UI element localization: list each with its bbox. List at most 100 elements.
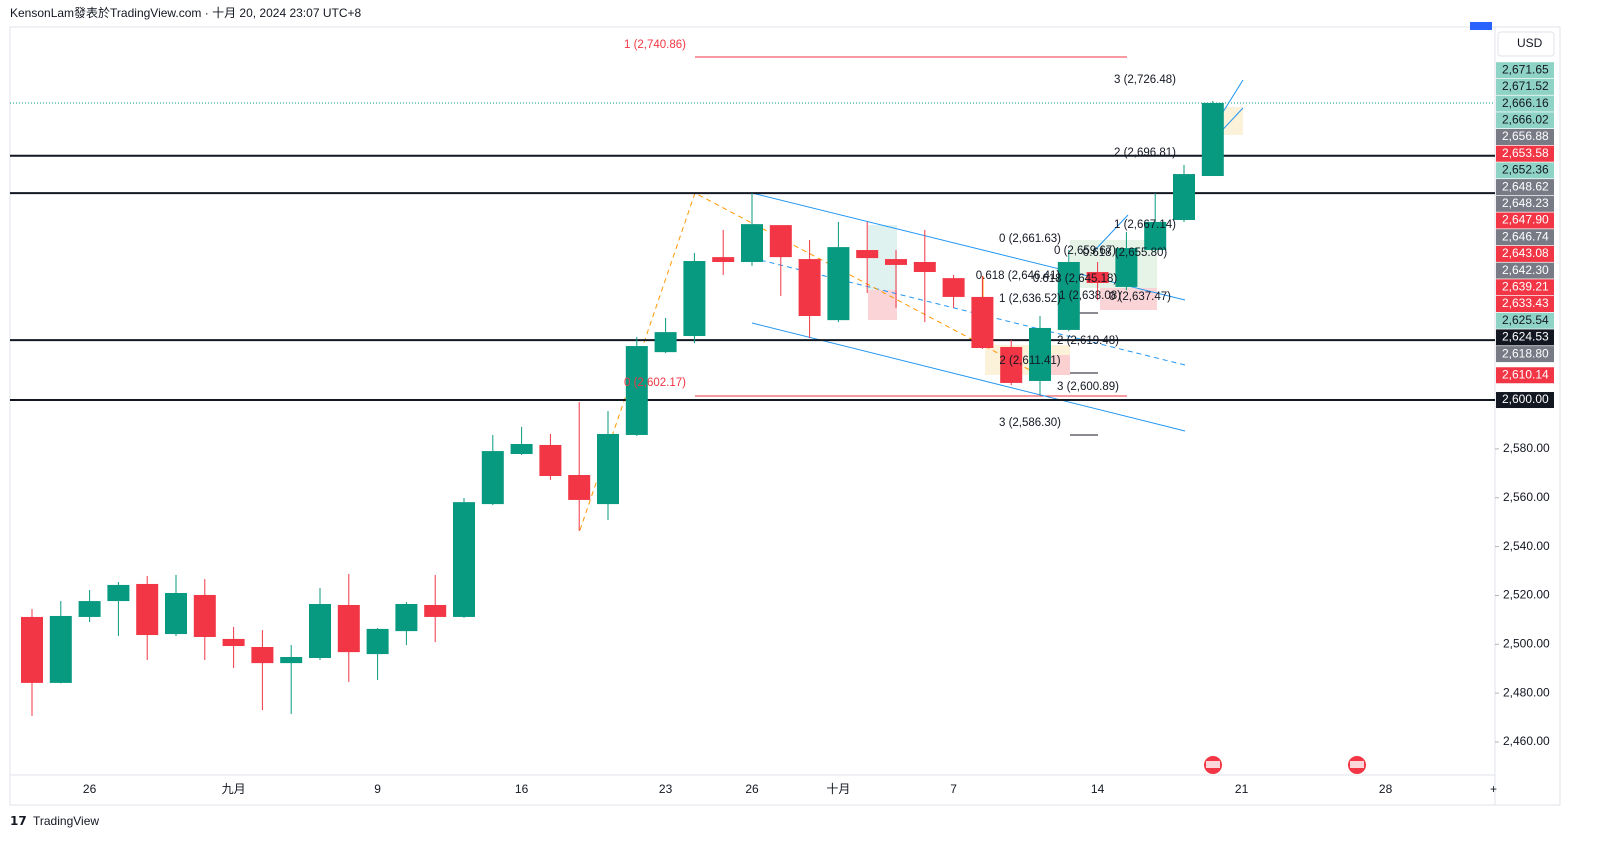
candle-body — [1201, 102, 1224, 177]
candle-body — [568, 475, 591, 500]
logo-mark: 𝟭𝟳 — [10, 814, 27, 828]
fib-label: 2 (2,696.81) — [1114, 147, 1176, 159]
x-tick-label: 21 — [1235, 782, 1249, 796]
fib-label: 0 (2,637.47) — [1109, 291, 1171, 303]
shade — [868, 290, 897, 320]
candle-body — [107, 584, 130, 602]
fib-label: 1 (2,667.14) — [1114, 219, 1176, 231]
price-tag-label: 2,666.02 — [1502, 112, 1549, 126]
candle-body — [280, 657, 303, 664]
fib-label: 3 (2,726.48) — [1114, 74, 1176, 86]
candle-body — [625, 346, 648, 435]
price-tag-label: 2,633.43 — [1502, 296, 1549, 310]
y-tick-label: 2,540.00 — [1503, 539, 1550, 553]
candle-body — [49, 615, 72, 683]
candle-body — [597, 433, 619, 505]
candle-body — [309, 604, 331, 658]
fib-label: 0 (2,661.63) — [999, 233, 1061, 245]
fib-label: 3 (2,600.89) — [1057, 381, 1119, 393]
candle-body — [1115, 248, 1138, 287]
fib-label: 0.618 (2,646.41) — [976, 270, 1061, 282]
candle-body — [885, 259, 907, 265]
price-tag — [1496, 279, 1554, 296]
price-tag-label: 2,671.65 — [1502, 62, 1549, 76]
fib-label: 0 (2,659.67) — [1054, 245, 1116, 257]
price-tag — [1496, 179, 1554, 196]
price-tag — [1496, 312, 1554, 329]
price-tag — [1496, 145, 1554, 162]
price-tag-label: 2,646.74 — [1502, 229, 1549, 243]
y-tick-label: 2,560.00 — [1503, 490, 1550, 504]
fib-label: 2 (2,619.48) — [1057, 335, 1119, 347]
fib-label: 1 (2,740.86) — [624, 39, 686, 51]
price-tag — [1496, 329, 1554, 346]
candle-body — [1029, 327, 1051, 381]
price-tag-label: 2,648.62 — [1502, 179, 1549, 193]
candle-body — [942, 278, 965, 297]
candle-body — [1000, 347, 1023, 383]
fib-label: 1 (2,638.08) — [1059, 290, 1121, 302]
zigzag — [579, 192, 1046, 531]
candle-body — [683, 261, 706, 337]
candle-body — [769, 225, 792, 258]
x-tick-label: 26 — [745, 782, 759, 796]
shade — [1100, 288, 1157, 310]
fib-label: 1 (2,636.52) — [999, 293, 1061, 305]
candle-body — [913, 262, 936, 273]
price-tag — [1496, 245, 1554, 262]
drawings — [579, 56, 1366, 774]
channel-line — [751, 257, 1186, 366]
x-tick-label: 十月 — [826, 782, 850, 796]
candle-body — [193, 594, 216, 637]
shade — [1045, 355, 1070, 375]
price-tag — [1496, 212, 1554, 229]
price-tag-label: 2,618.80 — [1502, 346, 1549, 360]
fib-label: 2 (2,611.41) — [999, 355, 1060, 367]
candle-body — [1057, 262, 1080, 330]
x-tick-label: 16 — [515, 782, 529, 796]
candle-body — [1173, 174, 1195, 220]
y-tick-label: 2,460.00 — [1503, 734, 1550, 748]
y-tick-label: 2,520.00 — [1503, 588, 1550, 602]
price-tag — [1496, 295, 1554, 312]
currency-box[interactable] — [1497, 31, 1555, 57]
price-tag-label: 2,610.14 — [1502, 367, 1549, 381]
fib-label: 0.618 (2,655.80) — [1083, 247, 1168, 259]
candle-body — [827, 247, 850, 321]
price-tag — [1496, 112, 1554, 129]
price-tag-label: 2,625.54 — [1502, 313, 1549, 327]
candle-body — [165, 593, 187, 635]
candle-body — [21, 616, 43, 683]
x-tick-label: 28 — [1379, 782, 1393, 796]
time-axis-plus[interactable]: + — [1490, 782, 1497, 796]
price-tag — [1496, 346, 1554, 363]
event-flag — [1350, 761, 1364, 768]
price-tag-label: 2,600.00 — [1502, 392, 1549, 406]
channel-line — [751, 192, 1186, 301]
price-tag-label: 2,643.08 — [1502, 246, 1549, 260]
frame — [9, 26, 1561, 806]
toolbar-icon[interactable] — [1470, 22, 1492, 30]
candle-body — [798, 259, 821, 316]
candle-body — [654, 332, 677, 353]
price-tag — [1496, 78, 1554, 95]
x-tick-label: 7 — [950, 782, 957, 796]
price-tag — [1496, 229, 1554, 246]
candle-body — [366, 628, 389, 655]
candle-body — [510, 443, 533, 455]
candle-body — [453, 502, 475, 617]
x-tick-label: 23 — [659, 782, 673, 796]
x-tick-label: 九月 — [222, 782, 246, 796]
x-tick-label: 9 — [374, 782, 381, 796]
price-tag — [1496, 128, 1554, 145]
price-tag-label: 2,653.58 — [1502, 146, 1549, 160]
candle-body — [712, 257, 735, 263]
price-tag-label: 2,652.36 — [1502, 163, 1549, 177]
price-tag — [1496, 195, 1554, 212]
x-tick-label: 14 — [1091, 782, 1105, 796]
price-tag-label: 2,639.21 — [1502, 279, 1549, 293]
header: KensonLam發表於TradingView.com · 十月 20, 202… — [10, 5, 361, 20]
price-tag-label: 2,666.16 — [1502, 96, 1549, 110]
